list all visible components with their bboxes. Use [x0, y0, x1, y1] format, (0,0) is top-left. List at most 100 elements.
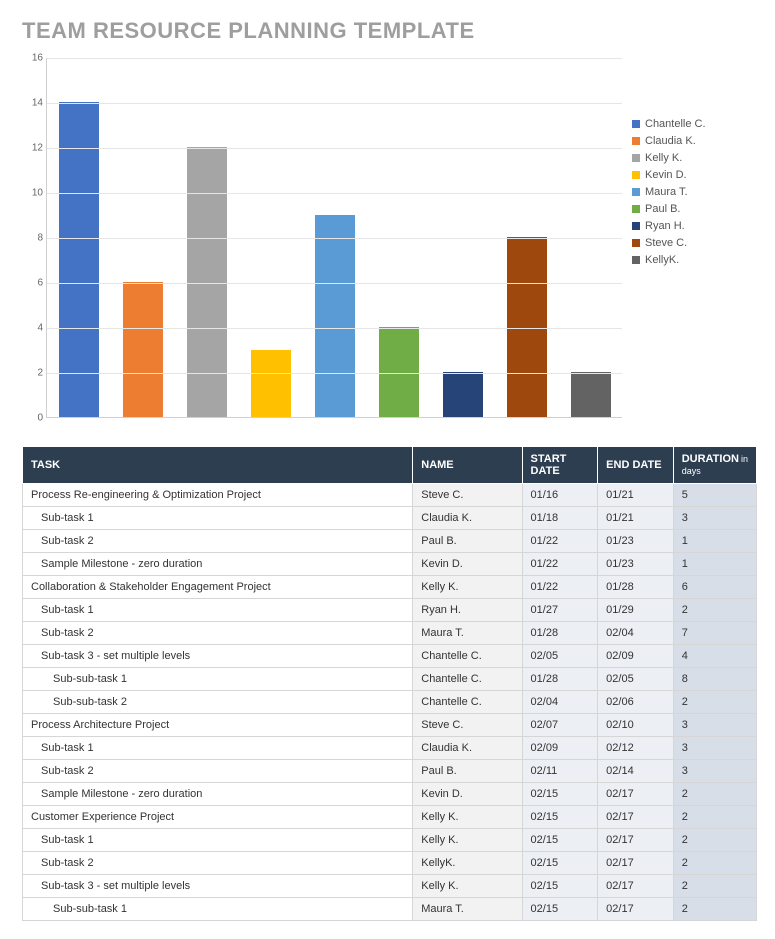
legend-label: Maura T. — [645, 186, 688, 198]
legend-swatch — [632, 188, 640, 196]
cell-task: Sub-task 1 — [23, 599, 413, 622]
cell-start-date: 02/15 — [522, 806, 598, 829]
legend-label: Kevin D. — [645, 169, 687, 181]
chart-bar — [251, 350, 291, 418]
cell-end-date: 02/05 — [598, 668, 674, 691]
legend-swatch — [632, 239, 640, 247]
legend-swatch — [632, 222, 640, 230]
legend-swatch — [632, 120, 640, 128]
cell-task: Sample Milestone - zero duration — [23, 553, 413, 576]
col-task: TASK — [23, 447, 413, 484]
col-duration: DURATIONin days — [673, 447, 756, 484]
legend-swatch — [632, 205, 640, 213]
cell-start-date: 01/18 — [522, 507, 598, 530]
legend-item: Steve C. — [632, 237, 706, 249]
cell-duration: 8 — [673, 668, 756, 691]
cell-duration: 2 — [673, 783, 756, 806]
legend-label: KellyK. — [645, 254, 679, 266]
table-row: Sub-task 1Kelly K.02/1502/172 — [23, 829, 757, 852]
cell-start-date: 02/15 — [522, 875, 598, 898]
chart-container: 0246810121416 Chantelle C.Claudia K.Kell… — [22, 58, 757, 418]
cell-end-date: 02/10 — [598, 714, 674, 737]
table-row: Sub-task 2KellyK.02/1502/172 — [23, 852, 757, 875]
chart-gridline — [47, 238, 622, 239]
cell-end-date: 02/17 — [598, 806, 674, 829]
table-row: Collaboration & Stakeholder Engagement P… — [23, 576, 757, 599]
legend-label: Ryan H. — [645, 220, 685, 232]
page-title: TEAM RESOURCE PLANNING TEMPLATE — [22, 18, 757, 44]
col-name: NAME — [413, 447, 522, 484]
legend-swatch — [632, 137, 640, 145]
col-end: END DATE — [598, 447, 674, 484]
cell-end-date: 02/12 — [598, 737, 674, 760]
chart-ytick: 0 — [23, 413, 43, 424]
cell-duration: 3 — [673, 507, 756, 530]
cell-name: KellyK. — [413, 852, 522, 875]
tasks-table: TASK NAME START DATE END DATE DURATIONin… — [22, 446, 757, 921]
cell-duration: 2 — [673, 691, 756, 714]
chart-gridline — [47, 373, 622, 374]
cell-end-date: 02/06 — [598, 691, 674, 714]
cell-end-date: 02/09 — [598, 645, 674, 668]
cell-end-date: 02/17 — [598, 783, 674, 806]
cell-duration: 2 — [673, 829, 756, 852]
cell-name: Claudia K. — [413, 507, 522, 530]
legend-label: Steve C. — [645, 237, 687, 249]
col-start: START DATE — [522, 447, 598, 484]
chart-bar — [315, 215, 355, 418]
cell-duration: 3 — [673, 737, 756, 760]
table-row: Sub-task 2Paul B.01/2201/231 — [23, 530, 757, 553]
legend-item: Maura T. — [632, 186, 706, 198]
chart-gridline — [47, 328, 622, 329]
cell-start-date: 02/04 — [522, 691, 598, 714]
chart-gridline — [47, 283, 622, 284]
chart-bar — [187, 147, 227, 417]
cell-end-date: 02/17 — [598, 829, 674, 852]
chart-bar — [507, 237, 547, 417]
cell-task: Sub-task 2 — [23, 530, 413, 553]
cell-duration: 5 — [673, 484, 756, 507]
cell-task: Sub-task 2 — [23, 622, 413, 645]
chart-ytick: 14 — [23, 98, 43, 109]
cell-task: Sub-task 3 - set multiple levels — [23, 875, 413, 898]
cell-name: Kevin D. — [413, 783, 522, 806]
cell-duration: 4 — [673, 645, 756, 668]
chart-bar — [123, 282, 163, 417]
chart-gridline — [47, 193, 622, 194]
table-row: Sub-task 1Claudia K.01/1801/213 — [23, 507, 757, 530]
legend-label: Claudia K. — [645, 135, 696, 147]
cell-duration: 7 — [673, 622, 756, 645]
cell-name: Claudia K. — [413, 737, 522, 760]
cell-end-date: 01/23 — [598, 553, 674, 576]
cell-task: Sub-task 1 — [23, 829, 413, 852]
cell-task: Sub-task 2 — [23, 760, 413, 783]
cell-duration: 6 — [673, 576, 756, 599]
cell-duration: 3 — [673, 760, 756, 783]
cell-task: Sub-sub-task 1 — [23, 668, 413, 691]
cell-end-date: 02/17 — [598, 852, 674, 875]
chart-ytick: 10 — [23, 188, 43, 199]
table-row: Customer Experience ProjectKelly K.02/15… — [23, 806, 757, 829]
chart-ytick: 4 — [23, 323, 43, 334]
table-header-row: TASK NAME START DATE END DATE DURATIONin… — [23, 447, 757, 484]
cell-end-date: 01/29 — [598, 599, 674, 622]
cell-name: Kevin D. — [413, 553, 522, 576]
table-row: Sub-sub-task 1Chantelle C.01/2802/058 — [23, 668, 757, 691]
cell-task: Sub-task 2 — [23, 852, 413, 875]
cell-end-date: 02/04 — [598, 622, 674, 645]
cell-end-date: 02/17 — [598, 875, 674, 898]
table-row: Process Architecture ProjectSteve C.02/0… — [23, 714, 757, 737]
cell-start-date: 02/15 — [522, 829, 598, 852]
cell-duration: 2 — [673, 898, 756, 921]
cell-task: Customer Experience Project — [23, 806, 413, 829]
chart-ytick: 12 — [23, 143, 43, 154]
cell-start-date: 02/15 — [522, 898, 598, 921]
cell-duration: 1 — [673, 530, 756, 553]
chart-gridline — [47, 103, 622, 104]
table-row: Sub-task 1Ryan H.01/2701/292 — [23, 599, 757, 622]
cell-start-date: 02/07 — [522, 714, 598, 737]
legend-label: Kelly K. — [645, 152, 682, 164]
cell-start-date: 02/09 — [522, 737, 598, 760]
cell-start-date: 01/16 — [522, 484, 598, 507]
legend-item: Paul B. — [632, 203, 706, 215]
